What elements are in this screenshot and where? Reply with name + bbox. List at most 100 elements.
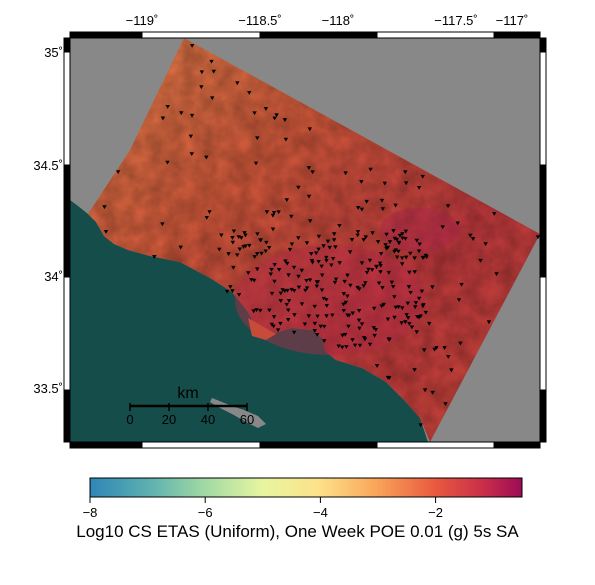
station-marker (236, 235, 241, 239)
station-marker (385, 375, 391, 380)
station-marker (289, 287, 294, 292)
station-marker (407, 270, 412, 275)
seismic-stations (102, 43, 540, 428)
station-marker (307, 219, 313, 224)
station-marker (416, 185, 422, 190)
station-marker (226, 252, 231, 256)
station-marker (406, 285, 412, 289)
station-marker (355, 285, 360, 290)
station-marker (420, 256, 426, 260)
station-marker (188, 134, 194, 139)
scale-bar: km 0 20 40 60 (126, 385, 254, 427)
station-marker (376, 281, 382, 286)
station-marker (243, 233, 248, 238)
station-marker (378, 270, 383, 275)
station-marker (332, 280, 338, 285)
station-marker (254, 252, 260, 256)
station-marker (404, 313, 409, 317)
station-marker (264, 240, 269, 245)
station-marker (486, 320, 492, 325)
colorbar-ticks: −8 −6 −4 −2 (83, 497, 443, 520)
station-marker (421, 348, 427, 353)
station-marker (434, 346, 439, 350)
station-marker (361, 284, 366, 289)
station-marker (355, 233, 360, 238)
longitude-tick-label: −117.5˚ (434, 13, 478, 28)
station-marker (219, 233, 224, 238)
frame-segment (141, 31, 261, 39)
station-marker (287, 247, 293, 252)
station-marker (275, 328, 281, 333)
station-marker (231, 229, 237, 234)
station-marker (296, 185, 301, 190)
station-marker (302, 322, 308, 327)
station-marker (199, 70, 205, 75)
station-marker (426, 321, 432, 326)
station-marker (440, 225, 445, 230)
palos-verdes (248, 318, 276, 340)
station-marker (266, 245, 272, 250)
station-marker (264, 210, 270, 215)
map-frame (63, 31, 547, 449)
station-marker (255, 232, 260, 237)
station-marker (189, 43, 195, 48)
station-marker (255, 136, 260, 141)
station-marker (403, 237, 408, 241)
station-marker (280, 288, 285, 292)
station-marker (286, 299, 292, 303)
station-marker (230, 240, 236, 245)
station-marker (165, 160, 170, 165)
frame-segment (63, 164, 71, 278)
station-marker (385, 245, 391, 250)
station-marker (413, 301, 419, 305)
station-marker (341, 308, 346, 313)
station-marker (430, 390, 435, 395)
station-marker (306, 166, 312, 170)
station-marker (289, 242, 295, 247)
station-marker (270, 213, 276, 218)
station-marker (430, 285, 435, 290)
station-marker (394, 237, 400, 242)
station-marker (263, 107, 269, 111)
station-marker (347, 250, 353, 255)
station-marker (329, 263, 334, 268)
high-hazard-zone (235, 245, 425, 355)
station-marker (432, 347, 437, 352)
station-marker (379, 304, 384, 309)
station-marker (357, 326, 362, 331)
colorbar-tick-label: −6 (198, 505, 213, 520)
station-marker (408, 251, 413, 256)
station-marker (242, 231, 247, 235)
longitude-labels: −119˚ −118.5˚ −118˚ −117.5˚ −117˚ (126, 13, 529, 28)
station-marker (296, 285, 302, 290)
station-marker (312, 329, 317, 333)
station-marker (230, 289, 235, 294)
station-marker (384, 232, 389, 237)
station-marker (278, 299, 283, 303)
station-marker (371, 306, 377, 311)
station-marker (259, 251, 264, 256)
station-marker (316, 247, 321, 252)
station-marker (276, 210, 281, 215)
frame-segment (539, 164, 547, 278)
station-marker (359, 179, 364, 184)
station-marker (392, 236, 398, 241)
station-marker (278, 321, 283, 326)
station-marker (292, 313, 297, 318)
station-marker (285, 261, 290, 266)
station-marker (271, 315, 277, 319)
station-marker (373, 327, 379, 332)
station-marker (228, 285, 233, 289)
station-marker (361, 238, 366, 242)
station-marker (286, 308, 291, 313)
station-marker (336, 344, 341, 349)
colorbar-tick-label: −2 (428, 505, 443, 520)
station-marker (397, 233, 403, 238)
station-marker (289, 214, 294, 219)
colorbar-title: Log10 CS ETAS (Uniform), One Week POE 0.… (76, 522, 519, 541)
station-marker (333, 245, 338, 250)
latitude-tick-label: 35˚ (44, 45, 63, 60)
station-marker (372, 333, 377, 338)
station-marker (374, 265, 379, 270)
